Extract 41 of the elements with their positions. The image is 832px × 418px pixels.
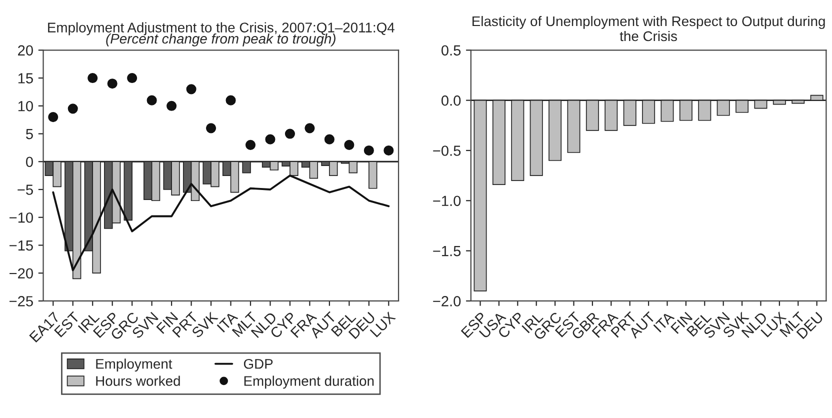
point [245, 140, 256, 150]
y-tick-label: 5 [26, 129, 33, 140]
point [68, 104, 78, 114]
y-tick-label: −0.5 [433, 146, 461, 156]
y-tick-label: 10 [18, 100, 33, 112]
point [48, 112, 58, 122]
point [127, 72, 138, 84]
y-tick-label: −5 [18, 184, 33, 195]
point [284, 128, 296, 139]
y-tick-label: −2.0 [433, 296, 461, 306]
point [206, 123, 216, 134]
point [107, 78, 118, 89]
y-tick-label: 0.5 [441, 45, 461, 56]
y-tick-label: −1.0 [433, 196, 461, 206]
y-tick-label: −25 [10, 296, 33, 306]
legend-label: GDP [244, 358, 273, 369]
y-tick-label: 15 [18, 73, 33, 84]
y-tick-label: −20 [10, 268, 33, 279]
point [384, 145, 394, 156]
point [226, 95, 236, 106]
point [146, 95, 157, 106]
chart-subtitle: (Percent change from peak to trough) [106, 33, 336, 46]
legend-label: Employment [96, 358, 172, 372]
point [344, 140, 354, 150]
legend-label: Employment duration [244, 376, 374, 389]
chart-title: Elasticity of Unemployment with Respect to Output during the Crisis [472, 16, 825, 42]
y-tick-label: −10 [10, 212, 33, 223]
line-series [52, 174, 390, 272]
point [88, 72, 98, 84]
y-tick-label: 20 [18, 45, 33, 56]
point [186, 84, 196, 94]
legend-label: Hours worked [96, 376, 180, 386]
point [364, 145, 374, 156]
y-tick-label: 0 [26, 156, 33, 168]
y-tick-label: −15 [10, 240, 33, 251]
point [166, 100, 177, 111]
point [324, 134, 334, 144]
point [304, 123, 315, 134]
point [265, 134, 276, 144]
y-tick-label: −1.5 [433, 246, 461, 256]
y-tick-label: 0.0 [441, 95, 461, 106]
